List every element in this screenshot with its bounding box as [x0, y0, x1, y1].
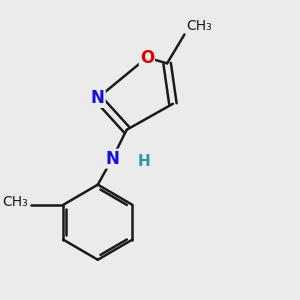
Text: CH₃: CH₃ [186, 19, 212, 33]
Text: H: H [138, 154, 150, 169]
Text: N: N [105, 150, 119, 168]
Text: N: N [91, 89, 105, 107]
Text: O: O [140, 49, 154, 67]
Text: CH₃: CH₃ [3, 195, 28, 209]
